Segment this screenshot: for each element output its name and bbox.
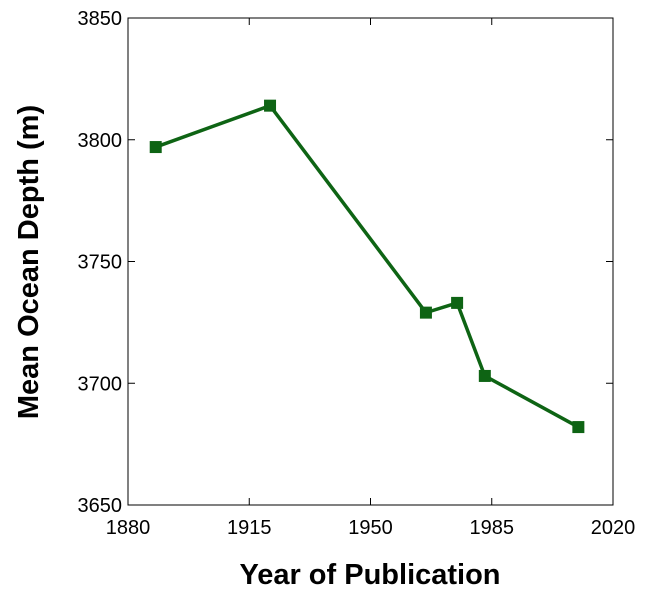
x-axis-title: Year of Publication	[239, 559, 500, 591]
y-tick-label: 3700	[78, 373, 123, 395]
y-tick-label: 3750	[78, 252, 123, 274]
x-tick-label: 2020	[591, 517, 636, 539]
x-tick-label: 1950	[348, 517, 393, 539]
data-point-marker	[419, 306, 432, 319]
plot-frame	[127, 17, 614, 506]
y-tick-label: 3850	[78, 8, 123, 30]
data-point-marker	[264, 99, 277, 112]
x-tick-label: 1880	[106, 517, 151, 539]
x-tick-label: 1985	[470, 517, 515, 539]
data-point-marker	[572, 421, 585, 434]
y-tick-label: 3650	[78, 495, 123, 517]
y-axis-title: Mean Ocean Depth (m)	[13, 105, 45, 419]
data-point-marker	[451, 296, 464, 309]
series-line	[155, 103, 580, 429]
y-tick-label: 3800	[78, 130, 123, 152]
x-tick-label: 1915	[227, 517, 272, 539]
data-point-marker	[149, 141, 162, 154]
axis-ticks	[127, 17, 614, 506]
series-layer	[149, 99, 585, 434]
tick-labels: 1880 1915 1950 1985 2020 3650 3700 3750 3800 3850	[78, 8, 636, 539]
data-point-marker	[478, 369, 491, 382]
